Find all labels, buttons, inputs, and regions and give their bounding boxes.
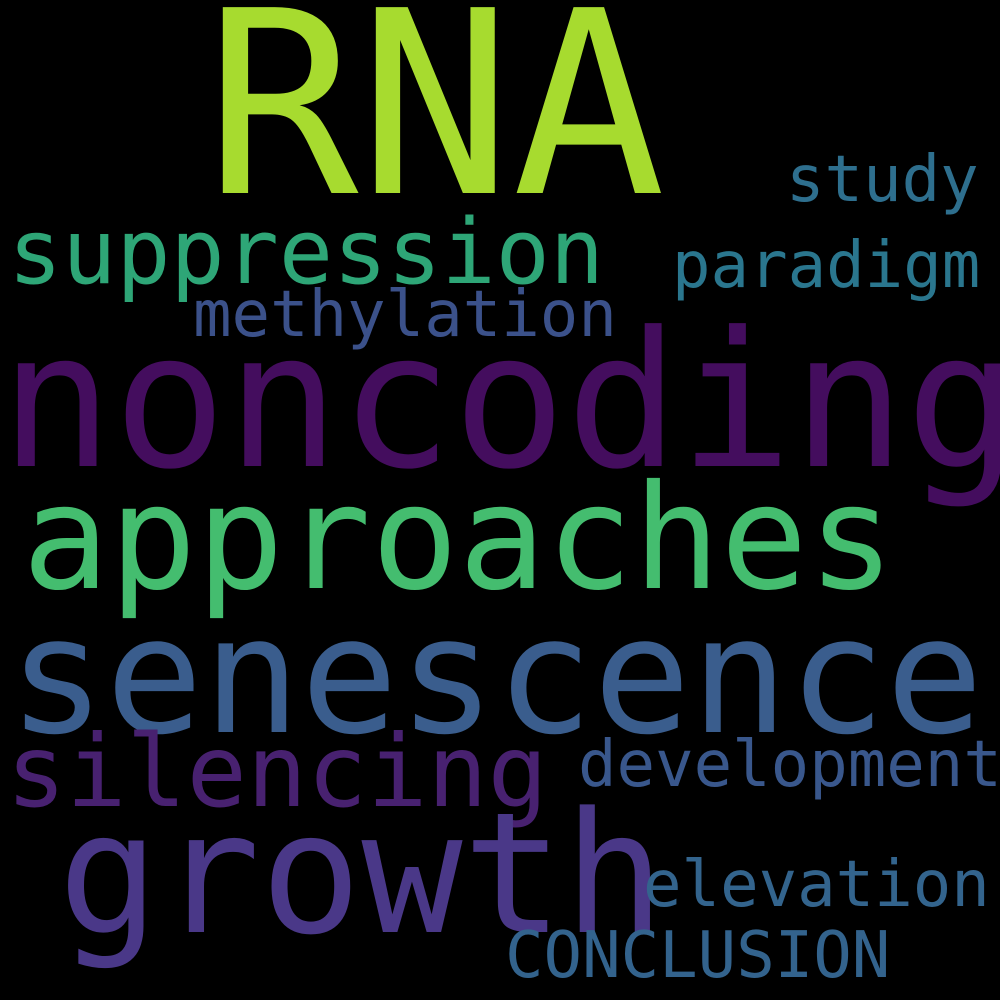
word-rna: RNA	[205, 0, 666, 254]
word-silencing: silencing	[6, 713, 548, 830]
word-elevation: elevation	[643, 848, 990, 922]
word-growth: growth	[58, 776, 665, 972]
word-approaches: approaches	[22, 454, 895, 623]
word-noncoding: noncoding	[0, 292, 1000, 511]
word-paradigm: paradigm	[672, 229, 981, 303]
word-development: development	[578, 728, 1000, 802]
word-suppression: suppression	[8, 200, 605, 305]
word-senescence: senescence	[8, 583, 984, 771]
word-study: study	[786, 143, 979, 217]
word-conclusion: CONCLUSION	[505, 919, 891, 993]
word-methylation: methylation	[193, 278, 617, 352]
